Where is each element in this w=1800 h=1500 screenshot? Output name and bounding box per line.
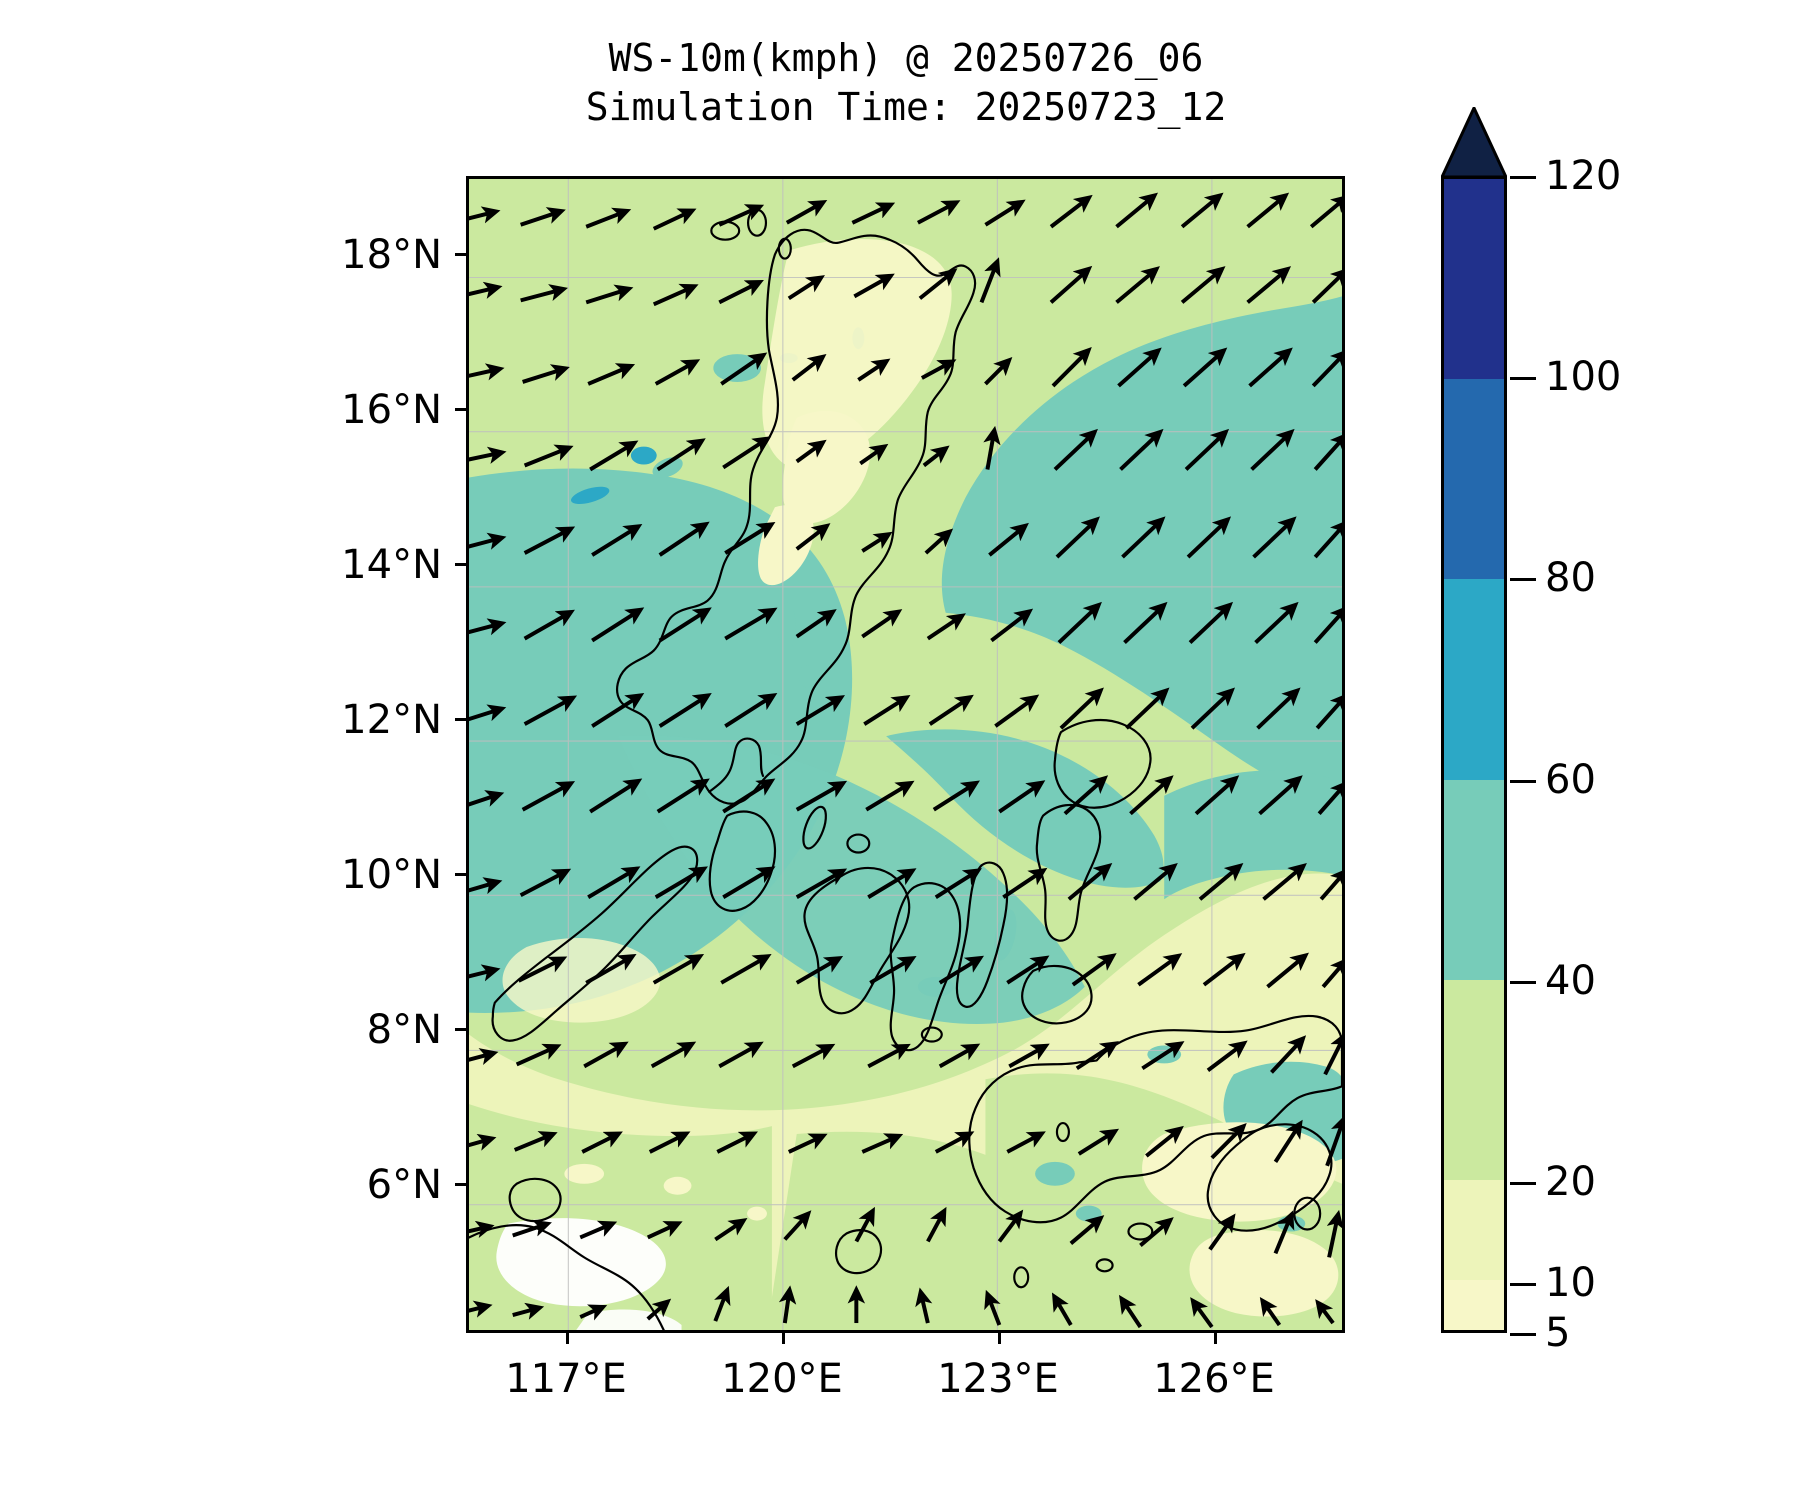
ytick-label-14N: 14°N	[341, 542, 442, 588]
cbar-tick-120	[1510, 176, 1536, 180]
map-plot-area[interactable]	[466, 176, 1345, 1333]
ytick-mark	[455, 718, 466, 722]
xtick-label-120E: 120°E	[721, 1356, 843, 1402]
cbar-tick-10	[1510, 1283, 1536, 1287]
colorbar-segment-5-10	[1444, 1279, 1504, 1330]
wind-vectors	[469, 192, 1342, 1329]
cbar-label-20: 20	[1545, 1159, 1596, 1205]
xtick-label-117E: 117°E	[505, 1356, 627, 1402]
ytick-mark	[455, 253, 466, 257]
xtick-mark	[998, 1333, 1002, 1344]
figure-title: WS-10m(kmph) @ 20250726_06 Simulation Ti…	[466, 34, 1346, 133]
cbar-label-120: 120	[1545, 153, 1622, 199]
ytick-label-16N: 16°N	[341, 387, 442, 433]
xtick-mark	[782, 1333, 786, 1344]
colorbar-extend-arrow	[1441, 107, 1507, 179]
ytick-label-10N: 10°N	[341, 852, 442, 898]
xtick-label-123E: 123°E	[937, 1356, 1059, 1402]
colorbar-segment-60-80	[1444, 579, 1504, 780]
colorbar-segment-40-60	[1444, 779, 1504, 980]
cbar-label-60: 60	[1545, 757, 1596, 803]
cbar-tick-40	[1510, 981, 1536, 985]
title-line-simulation-time: Simulation Time: 20250723_12	[585, 85, 1227, 130]
ytick-label-12N: 12°N	[341, 697, 442, 743]
ytick-mark	[455, 873, 466, 877]
cbar-tick-60	[1510, 780, 1536, 784]
ytick-mark	[455, 1028, 466, 1032]
cbar-tick-5	[1510, 1333, 1536, 1337]
colorbar-segment-10-20	[1444, 1179, 1504, 1280]
ytick-mark	[455, 1183, 466, 1187]
xtick-label-126E: 126°E	[1153, 1356, 1275, 1402]
cbar-tick-80	[1510, 578, 1536, 582]
wind-speed-map	[469, 179, 1342, 1330]
ytick-label-6N: 6°N	[366, 1162, 442, 1208]
colorbar-segment-20-40	[1444, 979, 1504, 1180]
xtick-mark	[1214, 1333, 1218, 1344]
colorbar-segment-80-100	[1444, 379, 1504, 580]
cbar-tick-20	[1510, 1182, 1536, 1186]
colorbar-segment-100-120	[1444, 179, 1504, 380]
ytick-mark	[455, 408, 466, 412]
cbar-label-80: 80	[1545, 555, 1596, 601]
colorbar[interactable]: 120 100 80 60 40 20 10 5	[1441, 107, 1621, 1356]
cbar-tick-100	[1510, 377, 1536, 381]
ytick-mark	[455, 563, 466, 567]
cbar-label-10: 10	[1545, 1260, 1596, 1306]
title-line-variable: WS-10m(kmph) @ 20250726_06	[608, 36, 1204, 80]
xtick-mark	[566, 1333, 570, 1344]
ytick-label-18N: 18°N	[341, 232, 442, 278]
cbar-label-5: 5	[1545, 1310, 1571, 1356]
coastlines	[469, 208, 1342, 1330]
colorbar-gradient	[1441, 176, 1507, 1333]
ytick-label-8N: 8°N	[366, 1007, 442, 1053]
cbar-label-100: 100	[1545, 354, 1622, 400]
cbar-label-40: 40	[1545, 958, 1596, 1004]
